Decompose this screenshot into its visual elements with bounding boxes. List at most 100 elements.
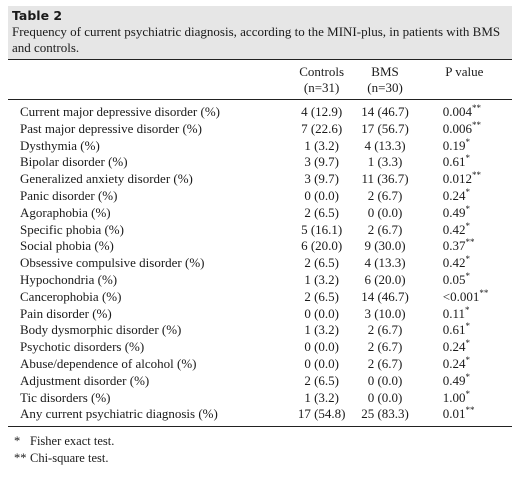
controls-value: 3 (9.7) — [290, 171, 353, 188]
row-label-text: Hypochondria (%) — [20, 271, 118, 287]
footnote-text: Chi-square test. — [30, 451, 109, 466]
bms-value-text: 14 (46.7) — [361, 288, 409, 304]
bms-value: 25 (83.3) — [353, 406, 416, 426]
bms-value: 2 (6.7) — [353, 339, 416, 356]
controls-value-text: 7 (22.6) — [301, 120, 343, 136]
controls-value: 2 (6.5) — [290, 289, 353, 306]
test-marker: * — [465, 220, 470, 231]
test-marker: ** — [471, 119, 481, 130]
p-value-text: 0.006 — [442, 120, 472, 136]
bms-value-text: 2 (6.7) — [367, 322, 403, 338]
caption-box: Table 2 Frequency of current psychiatric… — [8, 6, 512, 59]
p-value-text: 0.11 — [442, 305, 466, 321]
row-label: Body dysmorphic disorder (%) — [8, 322, 290, 339]
row-label-text: Social phobia (%) — [20, 238, 114, 254]
bms-value-text: 2 (6.7) — [367, 355, 403, 371]
controls-value: 3 (9.7) — [290, 154, 353, 171]
row-label-text: Adjustment disorder (%) — [20, 372, 150, 388]
p-value: 0.19* — [417, 137, 512, 155]
p-value-text: 0.012 — [442, 171, 472, 187]
footnote-chi-square: ** Chi-square test. — [14, 450, 512, 467]
row-label: Hypochondria (%) — [8, 272, 290, 289]
row-label-text: Agoraphobia (%) — [20, 204, 111, 220]
row-label: Pain disorder (%) — [8, 306, 290, 323]
table-caption: Frequency of current psychiatric diagnos… — [12, 24, 501, 55]
controls-value: 17 (54.8) — [290, 406, 353, 426]
row-label-text: Tic disorders (%) — [20, 389, 111, 405]
p-value-text: 1.00 — [442, 389, 466, 405]
test-marker: * — [465, 388, 470, 399]
p-value: 0.61* — [417, 154, 512, 171]
table-row: Obsessive compulsive disorder (%) 2 (6.5)… — [8, 255, 512, 272]
table-label: Table 2 — [12, 8, 63, 23]
row-label-text: Body dysmorphic disorder (%) — [20, 322, 182, 338]
p-value: 0.004** — [417, 100, 512, 121]
row-label: Generalized anxiety disorder (%) — [8, 171, 290, 188]
controls-value-text: 17 (54.8) — [297, 406, 346, 422]
header-label — [8, 60, 290, 80]
row-label: Abuse/dependence of alcohol (%) — [8, 356, 290, 373]
data-table: Controls BMS P value (n=31) (n=30) Curre… — [8, 60, 512, 426]
p-value-text: 0.37 — [442, 238, 466, 254]
row-label: Any current psychiatric diagnosis (%) — [8, 406, 290, 426]
footnote-text: Fisher exact test. — [30, 434, 115, 449]
controls-value-text: 2 (6.5) — [304, 288, 339, 304]
row-label: Agoraphobia (%) — [8, 205, 290, 222]
table-header: Controls BMS P value (n=31) (n=30) — [8, 60, 512, 100]
table-row: Past major depressive disorder (%) 7 (22.… — [8, 119, 512, 138]
p-value: <0.001** — [417, 288, 512, 306]
bms-value-text: 0 (0.0) — [367, 389, 403, 405]
controls-value: 4 (12.9) — [290, 100, 353, 121]
controls-value-text: 2 (6.5) — [304, 255, 339, 271]
bms-value-text: 11 (36.7) — [361, 171, 409, 187]
controls-value: 1 (3.2) — [290, 272, 353, 289]
test-marker: * — [465, 254, 470, 265]
bms-value-text: 2 (6.7) — [367, 221, 403, 237]
row-label: Social phobia (%) — [8, 238, 290, 255]
p-value: 0.49* — [417, 204, 512, 222]
p-value-text: 0.49 — [442, 204, 466, 220]
controls-value-text: 6 (20.0) — [301, 238, 343, 254]
test-marker: ** — [471, 103, 481, 113]
bms-value: 14 (46.7) — [353, 100, 416, 121]
bms-value-text: 9 (30.0) — [364, 238, 406, 254]
table-row: Panic disorder (%) 0 (0.0) 2 (6.7) 0.24* — [8, 187, 512, 205]
bms-value-text: 0 (0.0) — [367, 204, 403, 220]
p-value: 0.01** — [417, 406, 512, 426]
bms-value: 3 (10.0) — [353, 306, 416, 323]
p-value: 0.006** — [417, 119, 512, 138]
controls-value: 0 (0.0) — [290, 356, 353, 373]
bms-value-text: 25 (83.3) — [361, 406, 409, 422]
controls-value-text: 4 (12.9) — [301, 104, 343, 119]
bms-value-text: 0 (0.0) — [367, 372, 403, 388]
row-label: Current major depressive disorder (%) — [8, 100, 290, 121]
p-value-text: 0.61 — [442, 322, 466, 338]
p-value-text: 0.49 — [442, 372, 466, 388]
row-label: Psychotic disorders (%) — [8, 339, 290, 356]
controls-value: 0 (0.0) — [290, 306, 353, 323]
bms-value: 0 (0.0) — [353, 373, 416, 390]
p-value: 0.42* — [417, 255, 512, 272]
row-label-text: Dysthymia (%) — [20, 137, 100, 153]
bms-value-text: 3 (10.0) — [364, 305, 406, 321]
controls-value: 6 (20.0) — [290, 238, 353, 255]
header-controls: Controls — [299, 64, 345, 79]
row-label-text: Obsessive compulsive disorder (%) — [20, 255, 205, 271]
row-label: Dysthymia (%) — [8, 138, 290, 155]
row-label: Specific phobia (%) — [8, 222, 290, 239]
table-row: Current major depressive disorder (%) 4 (… — [8, 100, 512, 121]
table-row: Hypochondria (%) 1 (3.2) 6 (20.0) 0.05* — [8, 271, 512, 289]
test-marker: ** — [465, 405, 475, 416]
table-row: Tic disorders (%) 1 (3.2) 0 (0.0) 1.00* — [8, 388, 512, 407]
p-value: 0.61* — [417, 322, 512, 339]
bms-value: 2 (6.7) — [353, 322, 416, 339]
test-marker: * — [465, 354, 470, 365]
table-row: Adjustment disorder (%) 2 (6.5) 0 (0.0) 0.4… — [8, 372, 512, 390]
table-row: Specific phobia (%) 5 (16.1) 2 (6.7) 0.42* — [8, 220, 512, 239]
row-label-text: Past major depressive disorder (%) — [20, 120, 202, 136]
row-label-text: Abuse/dependence of alcohol (%) — [20, 355, 197, 371]
bms-value-text: 17 (56.7) — [361, 120, 409, 136]
header-pvalue: P value — [445, 64, 484, 79]
controls-value: 0 (0.0) — [290, 188, 353, 205]
